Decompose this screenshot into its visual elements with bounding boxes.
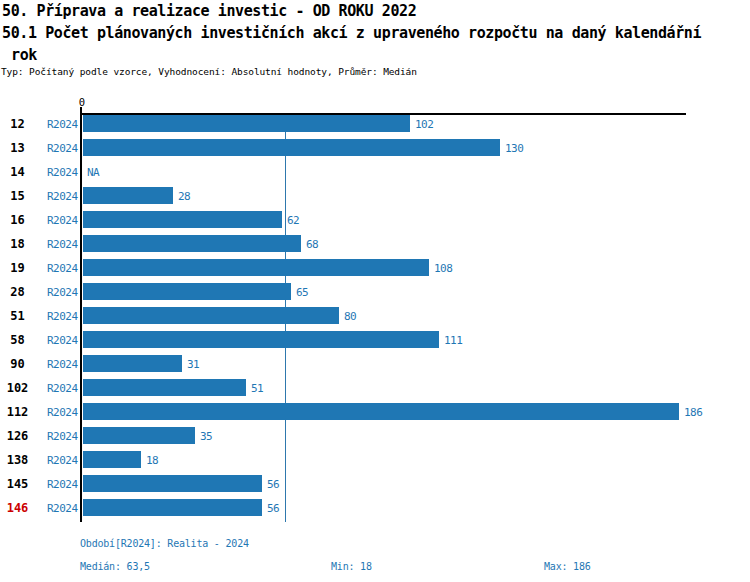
bar-value-label: 56: [267, 478, 279, 491]
chart-row: 58 R2024 111: [0, 328, 750, 352]
row-id-label: 28: [0, 285, 35, 299]
bar-chart: 0 12R202410213R202413014R2024NA15R202428…: [0, 0, 750, 582]
bar-value-label: 68: [306, 238, 318, 251]
axis-zero-tick-label: 0: [70, 96, 94, 108]
chart-row: 13 R2024 130: [0, 136, 750, 160]
row-period-label: R2024: [47, 142, 78, 155]
min-stat-label: Min: 18: [331, 561, 372, 572]
row-id-label: 126: [0, 429, 35, 443]
value-bar: [83, 283, 291, 300]
row-period-label: R2024: [47, 382, 78, 395]
row-id-label: 90: [0, 357, 35, 371]
chart-row: 18 R2024 68: [0, 232, 750, 256]
row-id-label: 146: [0, 501, 35, 515]
value-bar: [83, 211, 282, 228]
row-id-label: 12: [0, 117, 35, 131]
row-id-label: 58: [0, 333, 35, 347]
chart-row: 16 R2024 62: [0, 208, 750, 232]
chart-row: 102 R2024 51: [0, 376, 750, 400]
value-bar: [83, 355, 182, 372]
value-bar: [83, 403, 679, 420]
bar-value-label: 130: [505, 142, 523, 155]
value-bar: [83, 427, 195, 444]
max-stat-label: Max: 186: [544, 561, 591, 572]
row-period-label: R2024: [47, 310, 78, 323]
row-id-label: 18: [0, 237, 35, 251]
bar-value-label: 62: [287, 214, 299, 227]
row-period-label: R2024: [47, 286, 78, 299]
row-id-label: 51: [0, 309, 35, 323]
row-period-label: R2024: [47, 238, 78, 251]
value-bar: [83, 475, 262, 492]
bar-value-label: NA: [87, 166, 99, 179]
chart-row: 145 R2024 56: [0, 472, 750, 496]
row-id-label: 19: [0, 261, 35, 275]
value-bar: [83, 331, 439, 348]
bar-value-label: 102: [415, 118, 433, 131]
period-info-label: Období[R2024]: Realita - 2024: [80, 538, 249, 549]
bar-value-label: 111: [444, 334, 462, 347]
bar-value-label: 65: [296, 286, 308, 299]
chart-row: 112 R2024 186: [0, 400, 750, 424]
row-period-label: R2024: [47, 166, 78, 179]
row-id-label: 145: [0, 477, 35, 491]
row-id-label: 138: [0, 453, 35, 467]
row-period-label: R2024: [47, 454, 78, 467]
bar-value-label: 108: [434, 262, 452, 275]
row-id-label: 13: [0, 141, 35, 155]
median-stat-label: Medián: 63,5: [80, 561, 150, 572]
row-period-label: R2024: [47, 406, 78, 419]
report-page: 50. Příprava a realizace investic - OD R…: [0, 0, 750, 582]
row-period-label: R2024: [47, 334, 78, 347]
row-id-label: 14: [0, 165, 35, 179]
value-bar: [83, 499, 262, 516]
row-id-label: 15: [0, 189, 35, 203]
bar-value-label: 18: [146, 454, 158, 467]
chart-row: 90 R2024 31: [0, 352, 750, 376]
row-period-label: R2024: [47, 190, 78, 203]
bar-value-label: 28: [178, 190, 190, 203]
value-bar: [83, 139, 500, 156]
row-period-label: R2024: [47, 502, 78, 515]
row-period-label: R2024: [47, 430, 78, 443]
bar-value-label: 51: [251, 382, 263, 395]
row-id-label: 102: [0, 381, 35, 395]
row-id-label: 112: [0, 405, 35, 419]
chart-row: 126 R2024 35: [0, 424, 750, 448]
value-bar: [83, 379, 246, 396]
chart-row: 28 R2024 65: [0, 280, 750, 304]
value-bar: [83, 307, 339, 324]
chart-row: 138 R2024 18: [0, 448, 750, 472]
chart-row: 14 R2024 NA: [0, 160, 750, 184]
bar-value-label: 186: [684, 406, 702, 419]
bar-value-label: 56: [267, 502, 279, 515]
row-period-label: R2024: [47, 478, 78, 491]
row-period-label: R2024: [47, 358, 78, 371]
row-period-label: R2024: [47, 118, 78, 131]
chart-row: 15 R2024 28: [0, 184, 750, 208]
chart-row: 12 R2024 102: [0, 112, 750, 136]
value-bar: [83, 187, 173, 204]
row-period-label: R2024: [47, 262, 78, 275]
bar-value-label: 80: [344, 310, 356, 323]
value-bar: [83, 451, 141, 468]
chart-row: 19 R2024 108: [0, 256, 750, 280]
chart-row: 51 R2024 80: [0, 304, 750, 328]
row-period-label: R2024: [47, 214, 78, 227]
bar-value-label: 35: [200, 430, 212, 443]
bar-value-label: 31: [187, 358, 199, 371]
value-bar: [83, 115, 410, 132]
row-id-label: 16: [0, 213, 35, 227]
value-bar: [83, 235, 301, 252]
chart-row: 146 R2024 56: [0, 496, 750, 520]
value-bar: [83, 259, 429, 276]
